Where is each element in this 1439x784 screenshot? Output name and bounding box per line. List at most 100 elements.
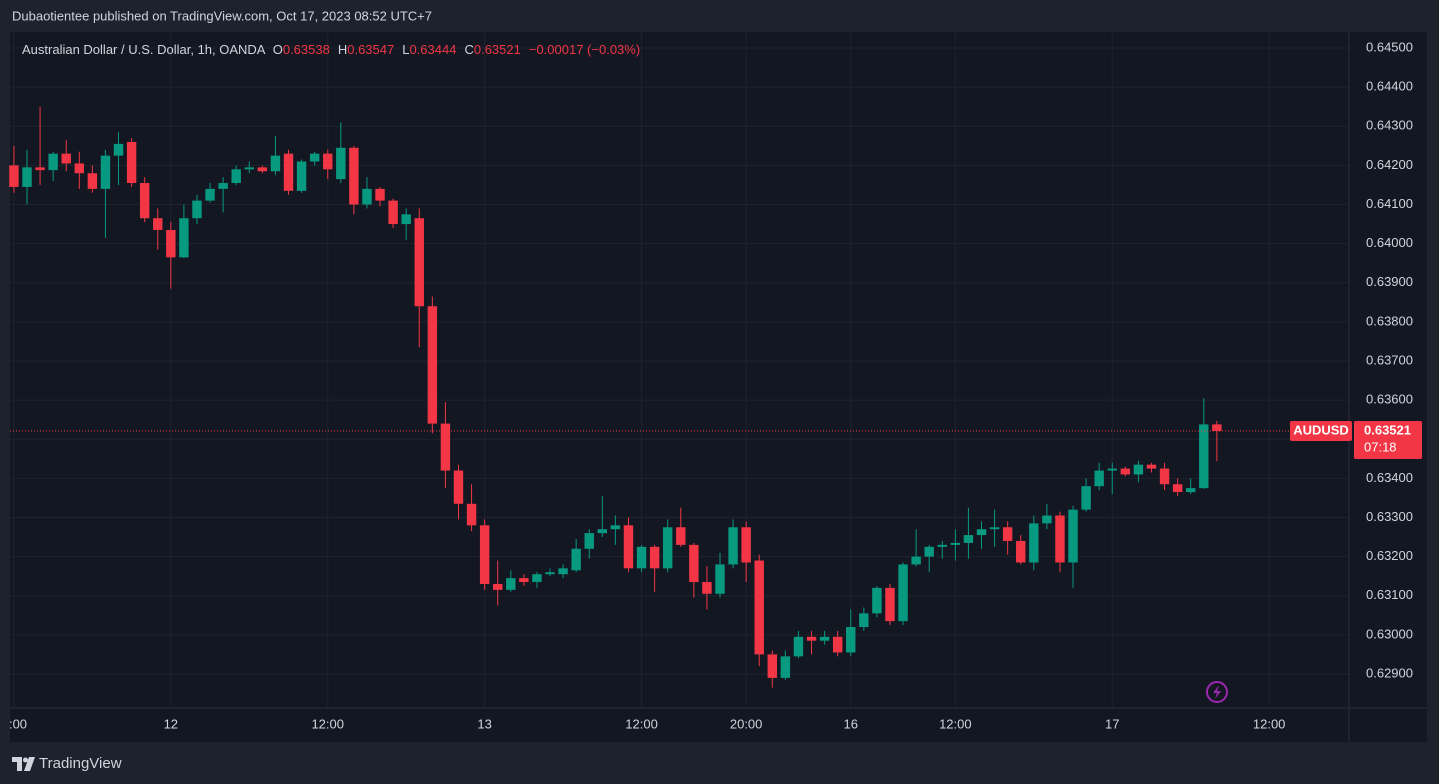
- candle-body: [924, 546, 934, 557]
- candle-body: [545, 572, 555, 575]
- candle-body: [571, 548, 581, 571]
- y-tick-label: 0.63400: [1366, 470, 1413, 485]
- candle-body: [780, 656, 791, 678]
- candle-body: [1002, 527, 1013, 541]
- y-tick-label: 0.63600: [1366, 392, 1413, 407]
- price-label: 0.63521: [1364, 422, 1411, 437]
- candle-body: [466, 503, 477, 526]
- legend-header: Australian Dollar / U.S. Dollar, 1h, OAN…: [22, 42, 648, 57]
- candle-body: [1055, 515, 1065, 563]
- y-tick-label: 0.63300: [1366, 509, 1413, 524]
- candle-body: [493, 583, 503, 590]
- candle-body: [192, 200, 202, 219]
- candle-body: [911, 556, 921, 565]
- candle-body: [179, 218, 189, 258]
- candle-body: [963, 535, 974, 543]
- candle-body: [976, 529, 987, 536]
- candle-body: [1107, 468, 1117, 471]
- candle-body: [453, 470, 464, 504]
- candle-body: [336, 147, 346, 180]
- candle-body: [1016, 540, 1026, 563]
- candle-body: [296, 161, 307, 191]
- y-tick-label: 0.63000: [1366, 626, 1413, 641]
- candle-body: [22, 167, 32, 187]
- candle-body: [375, 188, 385, 201]
- x-tick-label: 12:00: [939, 716, 972, 731]
- candle-body: [1146, 464, 1157, 469]
- alert-icon[interactable]: [1206, 681, 1228, 703]
- candle-body: [532, 574, 542, 583]
- candle-body: [166, 229, 176, 258]
- candle-body: [270, 155, 281, 172]
- candle-body: [662, 527, 673, 569]
- candle-body: [649, 546, 660, 569]
- y-tick-label: 0.64500: [1366, 39, 1413, 54]
- y-tick-label: 0.63100: [1366, 587, 1413, 602]
- candle-body: [832, 636, 843, 653]
- x-tick-label: 17: [1105, 716, 1119, 731]
- candle-body: [388, 200, 398, 225]
- candle-body: [126, 141, 137, 184]
- y-tick-label: 0.63700: [1366, 352, 1413, 367]
- candle-body: [218, 183, 228, 189]
- alert-bolt[interactable]: [1213, 685, 1221, 699]
- candle-body: [100, 155, 111, 189]
- candle-body: [244, 167, 254, 170]
- brand-name[interactable]: TradingView: [39, 755, 122, 772]
- candle-body: [205, 188, 215, 201]
- symbol-label: AUDUSD: [1293, 422, 1349, 437]
- candle-body: [479, 525, 490, 584]
- candle-body: [636, 546, 647, 569]
- candle-body: [859, 613, 869, 628]
- high-value: 0.63547: [347, 42, 395, 57]
- x-tick-label: 20:00: [730, 716, 763, 731]
- candle-body: [113, 143, 124, 156]
- alert-circle[interactable]: [1206, 681, 1228, 703]
- y-tick-label: 0.64100: [1366, 196, 1413, 211]
- x-tick-label: 12: [164, 716, 178, 731]
- symbol-title: Australian Dollar / U.S. Dollar, 1h, OAN…: [22, 42, 266, 57]
- candle-body: [767, 654, 778, 678]
- candle-body: [610, 525, 621, 530]
- ohlc-label: C: [464, 42, 474, 57]
- candle-body: [1094, 470, 1104, 487]
- candle-body: [401, 214, 411, 225]
- x-tick-label: 16: [844, 716, 858, 731]
- candle-body: [623, 525, 634, 569]
- y-tick-label: 0.64300: [1366, 118, 1413, 133]
- brand-mark[interactable]: [12, 757, 35, 771]
- candle-body: [1186, 488, 1196, 493]
- candle-body: [937, 544, 947, 547]
- candle-body: [806, 636, 817, 641]
- candle-body: [139, 183, 150, 219]
- x-tick-label: 13: [477, 716, 491, 731]
- candle-body: [898, 564, 908, 622]
- x-tick-label: 12:00: [311, 716, 344, 731]
- candle-body: [1172, 484, 1183, 493]
- y-tick-label: 0.64400: [1366, 79, 1413, 94]
- candle-body: [87, 173, 98, 189]
- ohlc-label: H: [337, 42, 348, 57]
- candle-body: [283, 153, 294, 191]
- candle-body: [1133, 464, 1144, 475]
- candle-body: [846, 627, 856, 653]
- candle-body: [74, 163, 85, 174]
- candle-body: [1029, 523, 1039, 563]
- candle-body: [440, 423, 451, 471]
- candle-body: [989, 527, 1000, 530]
- candle-body: [309, 153, 320, 162]
- candle-body: [689, 544, 699, 583]
- price-label-box: [1354, 421, 1422, 460]
- candle-body: [728, 527, 738, 565]
- brand-logo[interactable]: TradingView: [12, 755, 122, 772]
- x-tick-label: 12:00: [625, 716, 658, 731]
- y-tick-label: 0.62900: [1366, 665, 1413, 680]
- candle-body: [715, 564, 725, 594]
- candle-body: [48, 153, 58, 171]
- change-value: −0.00017 (−0.03%): [528, 42, 641, 57]
- brand-dot[interactable]: [23, 757, 28, 763]
- y-tick-label: 0.64000: [1366, 235, 1413, 250]
- chart-panel: [10, 32, 1427, 742]
